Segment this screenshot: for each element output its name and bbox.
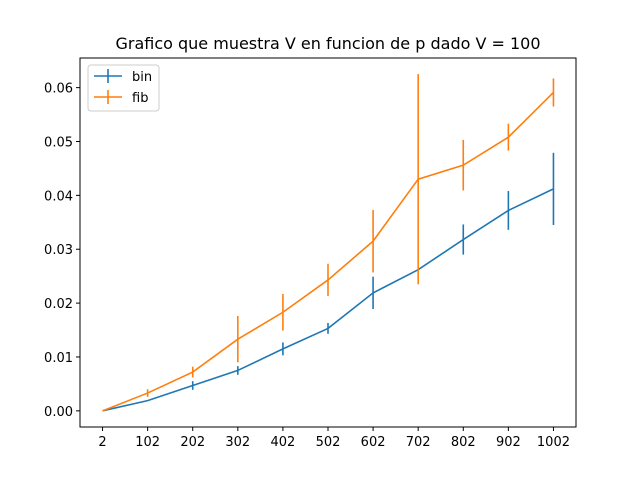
x-tick-label: 202 xyxy=(180,435,205,450)
x-tick-label: 502 xyxy=(316,435,341,450)
x-tick-label: 2 xyxy=(98,435,106,450)
legend-label-bin: bin xyxy=(132,70,152,85)
y-tick-label: 0.02 xyxy=(44,297,73,312)
x-tick-label: 402 xyxy=(270,435,295,450)
legend: bin fib xyxy=(87,64,160,112)
y-tick-label: 0.04 xyxy=(44,189,73,204)
x-tick-label: 1002 xyxy=(537,435,570,450)
x-tick-label: 702 xyxy=(406,435,431,450)
x-tick-label: 902 xyxy=(496,435,521,450)
x-tick-label: 602 xyxy=(361,435,386,450)
chart-title: Grafico que muestra V en funcion de p da… xyxy=(115,34,540,53)
series-line-fib xyxy=(102,91,555,412)
y-tick-label: 0.01 xyxy=(44,351,73,366)
legend-label-fib: fib xyxy=(132,91,148,106)
y-tick-label: 0.06 xyxy=(44,82,73,97)
series-line-bin xyxy=(102,188,554,412)
x-tick-label: 302 xyxy=(225,435,250,450)
y-tick-label: 0.05 xyxy=(44,135,73,150)
y-tick-label: 0.03 xyxy=(44,243,73,258)
x-tick-label: 802 xyxy=(451,435,476,450)
y-tick-label: 0.00 xyxy=(44,405,73,420)
x-tick-label: 102 xyxy=(135,435,160,450)
plot-frame xyxy=(79,57,577,428)
